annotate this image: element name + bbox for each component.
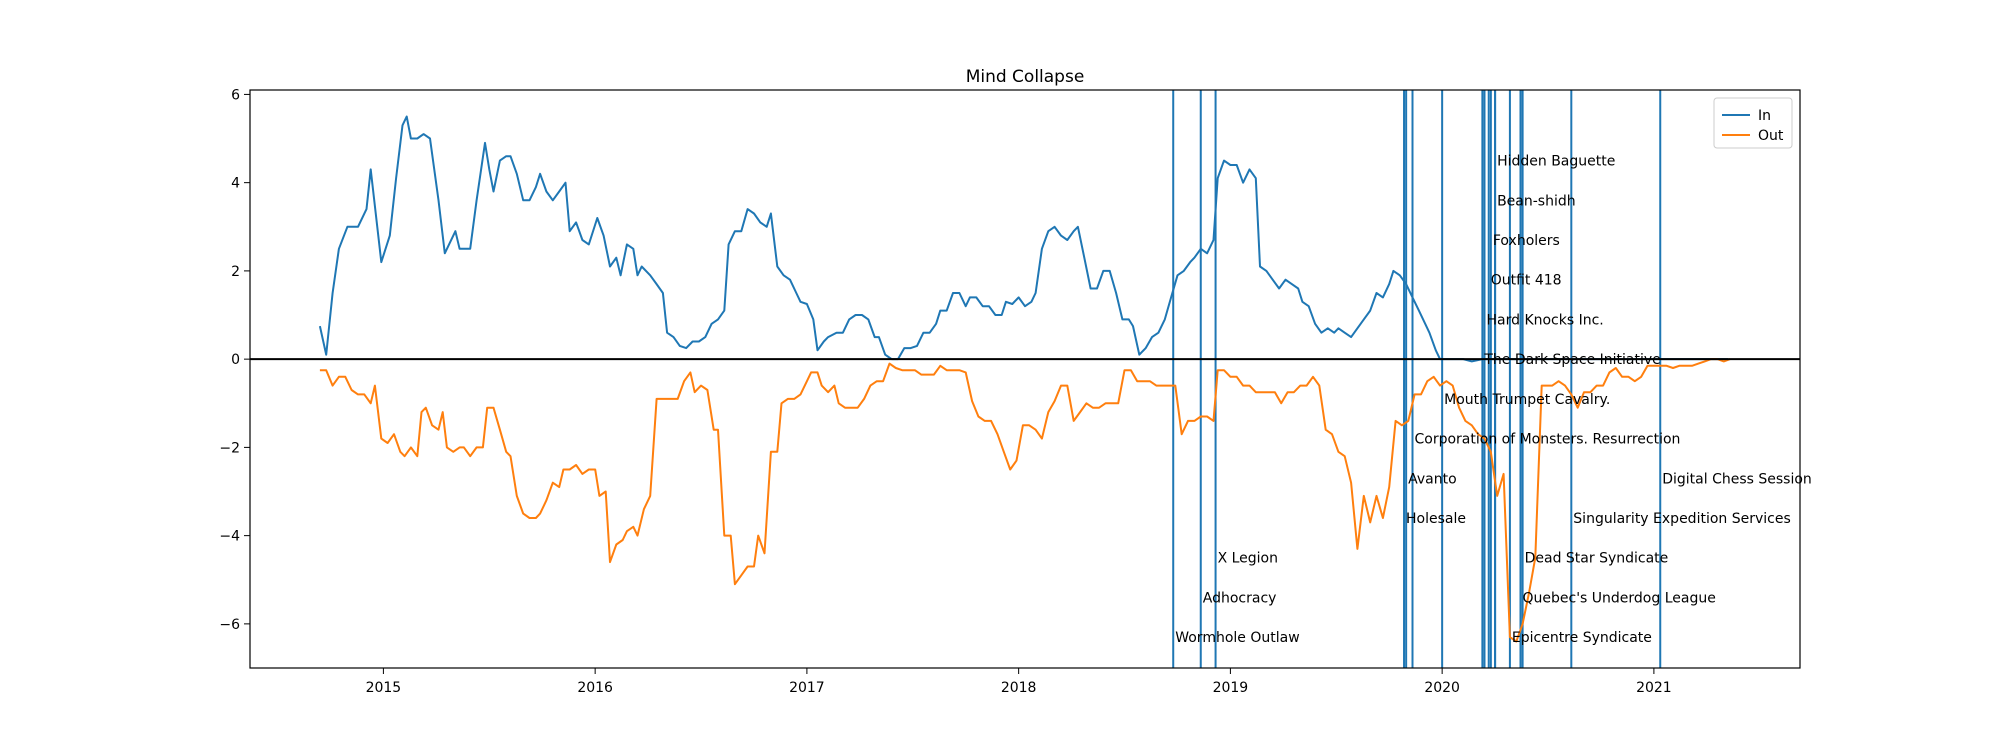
event-label: Adhocracy [1203, 590, 1277, 606]
event-label: Foxholers [1493, 233, 1560, 249]
event-label: Bean-shidh [1497, 193, 1576, 209]
event-label: Avanto [1408, 471, 1457, 487]
y-tick-label: −4 [219, 529, 240, 545]
chart-title: Mind Collapse [966, 67, 1085, 87]
series-line-out [319, 358, 1731, 643]
event-label: Corporation of Monsters. Resurrection [1415, 432, 1681, 448]
event-label: Wormhole Outlaw [1175, 630, 1299, 646]
y-tick-label: 4 [231, 176, 240, 192]
event-label: Outfit 418 [1491, 273, 1562, 289]
event-label: Epicentre Syndicate [1512, 630, 1652, 646]
event-label: The Dark Space Initiative [1483, 352, 1660, 368]
event-label: Holesale [1406, 511, 1466, 527]
event-label: Hidden Baguette [1497, 154, 1615, 170]
y-tick-label: 2 [231, 264, 240, 280]
event-label: Hard Knocks Inc. [1486, 312, 1603, 328]
event-label: Digital Chess Session [1662, 471, 1812, 487]
y-tick-label: −6 [219, 617, 240, 633]
event-label: Quebec's Underdog League [1522, 590, 1715, 606]
x-tick-label: 2020 [1424, 680, 1460, 696]
x-tick-label: 2015 [366, 680, 402, 696]
plot-frame [249, 89, 1801, 669]
plot-content [250, 90, 1800, 668]
axes: 2015 2016 2017 2018 2019 2020 2021 −6 −4 −2 0 2 4 6 [219, 87, 1801, 696]
event-label: Singularity Expedition Services [1573, 511, 1790, 527]
event-label: Mouth Trumpet Cavalry. [1444, 392, 1610, 408]
event-label: X Legion [1218, 551, 1278, 567]
x-tick-label: 2018 [1001, 680, 1037, 696]
event-label: Dead Star Syndicate [1525, 551, 1669, 567]
x-tick-label: 2019 [1213, 680, 1249, 696]
legend-label-out: Out [1758, 128, 1784, 144]
legend-label-in: In [1758, 108, 1771, 124]
x-tick-label: 2021 [1636, 680, 1672, 696]
x-tick-label: 2017 [789, 680, 825, 696]
series-line-in [318, 115, 1728, 363]
y-tick-label: 6 [231, 87, 240, 103]
y-tick-label: −2 [219, 440, 240, 456]
y-tick-label: 0 [231, 352, 240, 368]
x-tick-label: 2016 [577, 680, 613, 696]
plot-area: Wormhole Outlaw Adhocracy X Legion Holesale… [250, 90, 1812, 668]
legend: In Out [1713, 97, 1793, 149]
